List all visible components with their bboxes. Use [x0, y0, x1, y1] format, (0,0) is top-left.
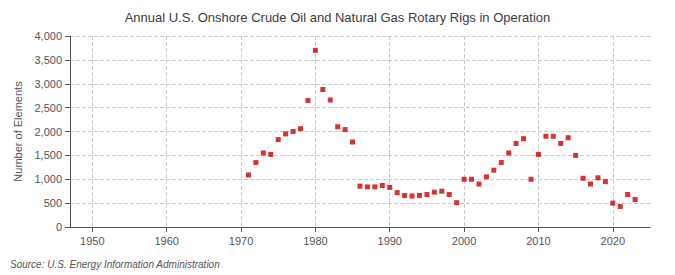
svg-text:1970: 1970 [229, 235, 253, 247]
svg-text:2,000: 2,000 [34, 126, 62, 138]
svg-text:Number of Elements: Number of Elements [12, 81, 24, 182]
svg-text:4,000: 4,000 [34, 30, 62, 42]
svg-text:Annual U.S. Onshore Crude Oil: Annual U.S. Onshore Crude Oil and Natura… [125, 10, 551, 25]
svg-text:500: 500 [44, 197, 62, 209]
svg-text:1980: 1980 [303, 235, 327, 247]
svg-text:1,000: 1,000 [34, 173, 62, 185]
svg-text:1990: 1990 [378, 235, 402, 247]
svg-text:1960: 1960 [154, 235, 178, 247]
svg-text:3,000: 3,000 [34, 78, 62, 90]
svg-text:1,500: 1,500 [34, 149, 62, 161]
svg-text:Source: U.S. Energy Informatio: Source: U.S. Energy Information Administ… [10, 259, 220, 270]
svg-text:2000: 2000 [452, 235, 476, 247]
svg-text:3,500: 3,500 [34, 54, 62, 66]
svg-text:0: 0 [56, 221, 62, 233]
svg-text:2020: 2020 [601, 235, 625, 247]
svg-text:1950: 1950 [80, 235, 104, 247]
svg-text:2010: 2010 [526, 235, 550, 247]
svg-text:2,500: 2,500 [34, 102, 62, 114]
